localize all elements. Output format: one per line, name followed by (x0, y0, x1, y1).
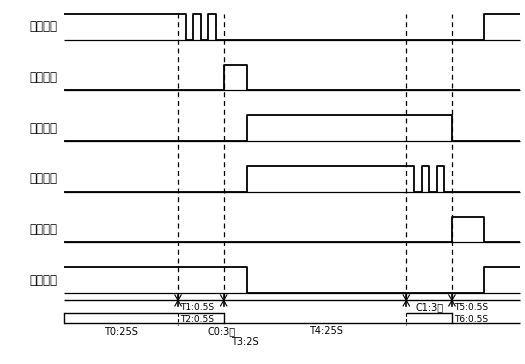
Text: T6:0.5S: T6:0.5S (454, 315, 488, 324)
Text: T0:25S: T0:25S (104, 327, 138, 337)
Text: T3:2S: T3:2S (230, 337, 258, 347)
Text: C1:3次: C1:3次 (415, 302, 443, 312)
Text: 东西黄灯: 东西黄灯 (29, 223, 57, 236)
Text: 南北红灯: 南北红灯 (29, 122, 57, 135)
Text: T2:0.5S: T2:0.5S (180, 315, 214, 324)
Text: 东西红灯: 东西红灯 (29, 274, 57, 286)
Text: 东西绿灯: 东西绿灯 (29, 172, 57, 185)
Text: C0:3次: C0:3次 (207, 326, 236, 336)
Text: T5:0.5S: T5:0.5S (454, 304, 488, 312)
Text: 南北绿灯: 南北绿灯 (29, 20, 57, 33)
Text: 南北黄灯: 南北黄灯 (29, 71, 57, 84)
Text: T4:25S: T4:25S (309, 326, 343, 336)
Text: T1:0.5S: T1:0.5S (180, 304, 214, 312)
